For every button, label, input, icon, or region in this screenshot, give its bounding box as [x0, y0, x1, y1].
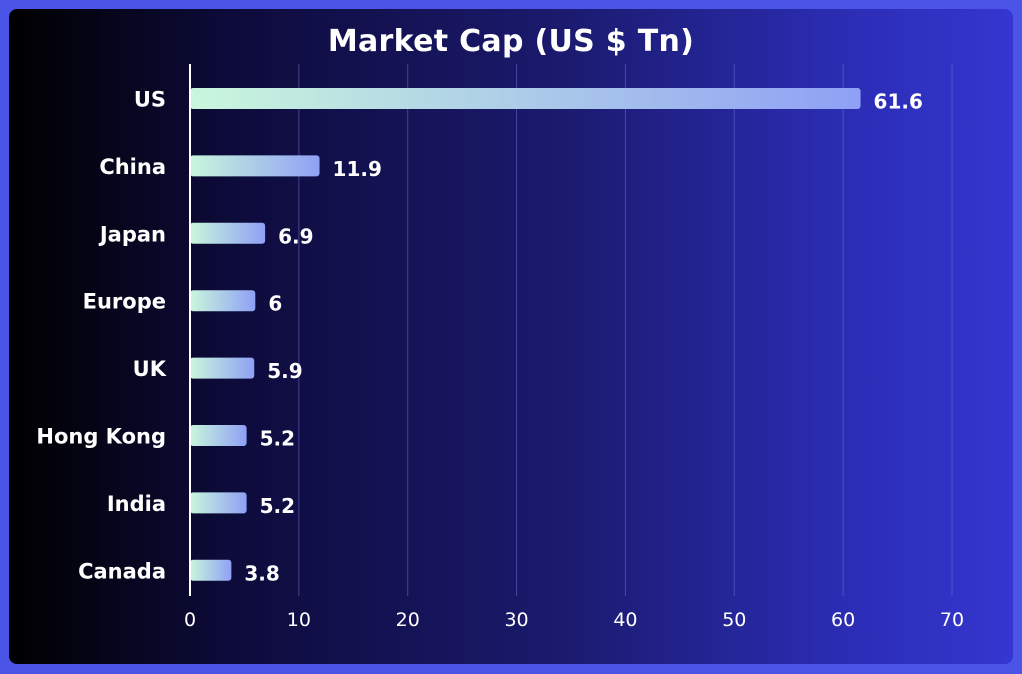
- data-label: 5.2: [260, 427, 295, 451]
- x-axis-ticks: 0 10 20 30 40 50 60 70: [184, 609, 964, 631]
- data-label: 6.9: [278, 224, 313, 248]
- data-label: 6: [268, 292, 282, 316]
- x-tick-label: 40: [613, 609, 637, 631]
- bars: [190, 88, 861, 581]
- category-label: China: [99, 155, 166, 179]
- category-label: Hong Kong: [36, 425, 166, 449]
- bar-india: [190, 492, 247, 514]
- category-label: UK: [133, 357, 167, 381]
- bar-uk: [190, 357, 255, 379]
- chart-frame: [9, 9, 1013, 664]
- bar-us: [190, 88, 861, 109]
- x-tick-label: 20: [396, 609, 420, 631]
- gridlines: [298, 64, 953, 596]
- x-tick-label: 30: [504, 609, 528, 631]
- x-tick-label: 0: [184, 609, 196, 631]
- category-label: India: [107, 492, 166, 516]
- bar-canada: [190, 559, 232, 581]
- x-tick-label: 10: [287, 609, 311, 631]
- bar-europe: [190, 290, 256, 312]
- data-label: 61.6: [874, 90, 923, 114]
- category-label: Japan: [98, 222, 166, 246]
- category-labels: US China Japan Europe UK Hong Kong India Canada: [36, 88, 166, 584]
- category-label: Canada: [78, 559, 166, 583]
- category-label: US: [134, 88, 166, 112]
- data-label: 11.9: [333, 157, 382, 181]
- bar-japan: [190, 222, 266, 244]
- x-tick-label: 50: [722, 609, 746, 631]
- x-tick-label: 70: [940, 609, 964, 631]
- data-label: 5.2: [260, 494, 295, 518]
- bar-hong-kong: [190, 425, 247, 446]
- x-tick-label: 60: [831, 609, 855, 631]
- category-label: Europe: [83, 290, 166, 314]
- value-labels: 61.6 11.9 6.9 6 5.9 5.2 5.2 3.8: [244, 90, 923, 586]
- data-label: 5.9: [267, 359, 302, 383]
- bar-china: [190, 155, 320, 177]
- chart-title: Market Cap (US $ Tn): [327, 24, 695, 59]
- data-label: 3.8: [244, 561, 279, 585]
